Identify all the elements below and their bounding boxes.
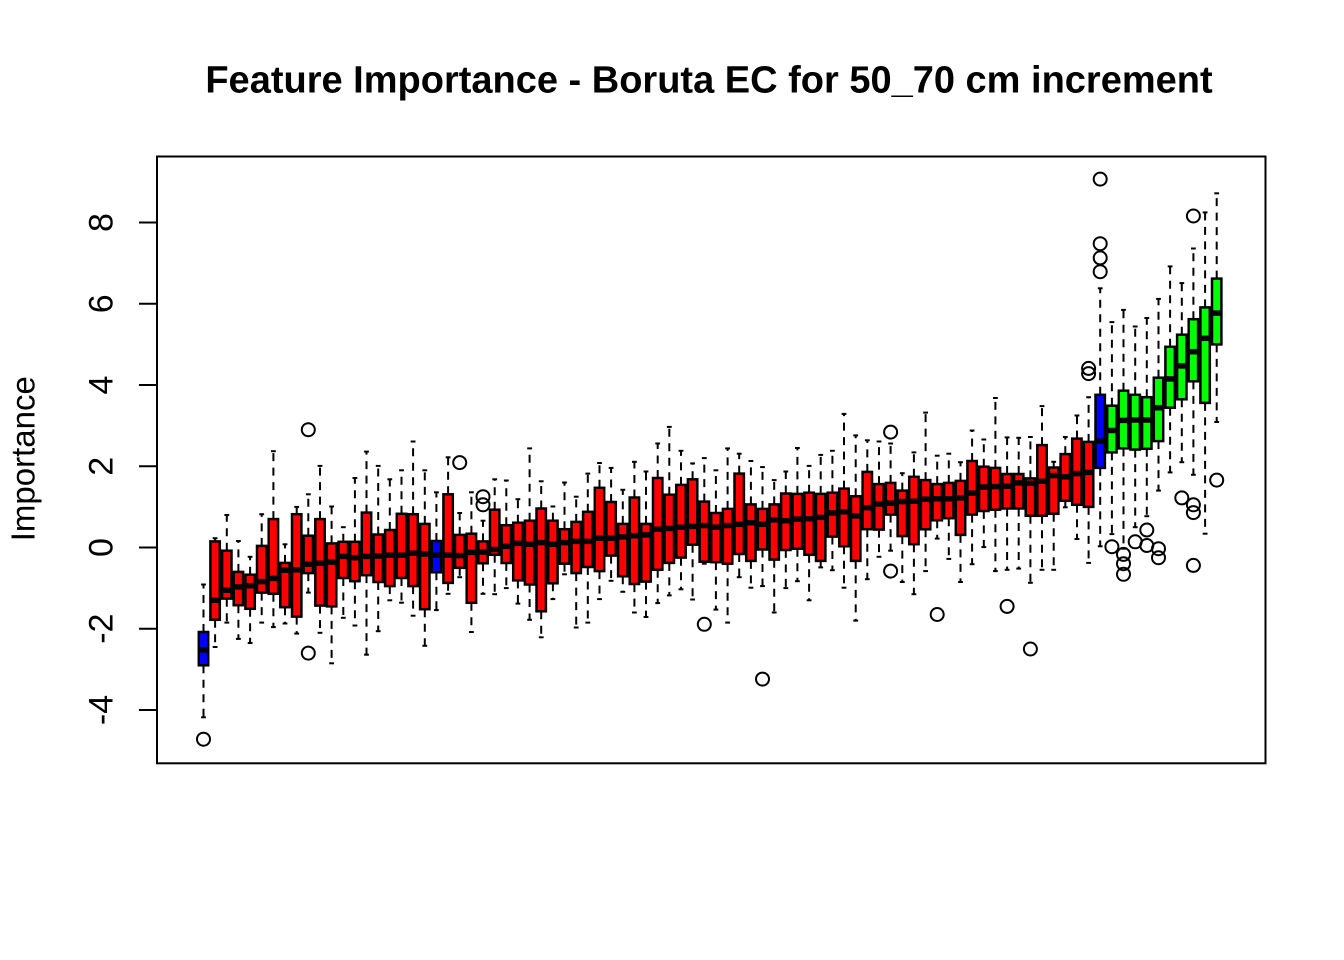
svg-text:6: 6: [83, 294, 121, 313]
svg-text:4: 4: [83, 376, 121, 395]
svg-text:0: 0: [83, 538, 121, 557]
svg-text:8: 8: [83, 213, 121, 232]
svg-text:2: 2: [83, 457, 121, 476]
svg-text:-2: -2: [83, 614, 121, 644]
svg-text:Importance: Importance: [5, 376, 42, 541]
svg-text:-4: -4: [83, 695, 121, 725]
svg-text:Feature Importance - Boruta EC: Feature Importance - Boruta EC for 50_70…: [205, 60, 1213, 102]
